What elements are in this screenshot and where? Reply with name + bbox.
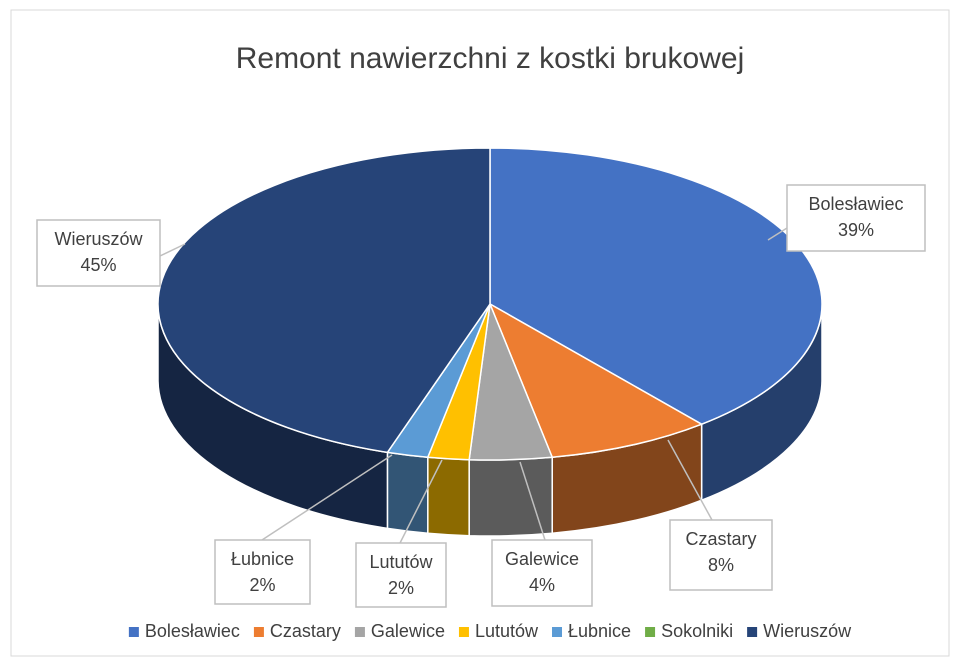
slice-side bbox=[386, 451, 429, 535]
legend-swatch bbox=[552, 627, 563, 637]
legend-label: Lututów bbox=[475, 621, 539, 641]
legend: Bolesławiec Czastary Galewice Lututów Łubnic… bbox=[128, 621, 852, 641]
label-value: 8% bbox=[708, 555, 734, 575]
slice-side bbox=[427, 456, 470, 537]
label-name: Wieruszów bbox=[54, 229, 143, 249]
label-name: Bolesławiec bbox=[808, 194, 903, 214]
legend-label: Wieruszów bbox=[763, 621, 852, 641]
leader-line bbox=[667, 439, 713, 521]
chart-title: Remont nawierzchni z kostki brukowej bbox=[236, 42, 745, 75]
legend-swatch bbox=[253, 627, 264, 637]
label-box bbox=[669, 519, 773, 591]
label-value: 2% bbox=[249, 575, 275, 595]
data-labels: Bolesławiec 39% Czastary 8% Galewice 4% Lututó… bbox=[36, 184, 926, 608]
pie bbox=[157, 147, 823, 537]
leader-line bbox=[399, 459, 443, 544]
slice bbox=[488, 302, 704, 459]
legend-label: Czastary bbox=[270, 621, 341, 641]
label-value: 39% bbox=[838, 220, 874, 240]
label-box bbox=[214, 539, 311, 605]
legend-swatch bbox=[354, 627, 365, 637]
legend-swatch bbox=[128, 627, 139, 637]
legend-swatch bbox=[458, 627, 469, 637]
label-box bbox=[36, 219, 161, 287]
legend-label: Sokolniki bbox=[661, 621, 733, 641]
legend-swatch bbox=[747, 627, 758, 637]
label-name: Czastary bbox=[685, 529, 756, 549]
label-value: 4% bbox=[529, 575, 555, 595]
leader-line bbox=[767, 227, 788, 241]
label-box bbox=[355, 542, 447, 608]
legend-label: Łubnice bbox=[568, 621, 631, 641]
legend-swatch bbox=[645, 627, 656, 637]
label-name: Lututów bbox=[369, 552, 433, 572]
label-value: 45% bbox=[80, 255, 116, 275]
leader-line bbox=[159, 243, 186, 257]
label-box bbox=[491, 539, 593, 607]
label-name: Galewice bbox=[505, 549, 579, 569]
label-name: Łubnice bbox=[231, 549, 294, 569]
leader-line bbox=[519, 461, 546, 541]
legend-label: Galewice bbox=[371, 621, 445, 641]
legend-label: Bolesławiec bbox=[145, 621, 240, 641]
label-value: 2% bbox=[388, 578, 414, 598]
slice bbox=[157, 147, 491, 454]
leader-line bbox=[261, 454, 393, 541]
label-box bbox=[786, 184, 926, 252]
